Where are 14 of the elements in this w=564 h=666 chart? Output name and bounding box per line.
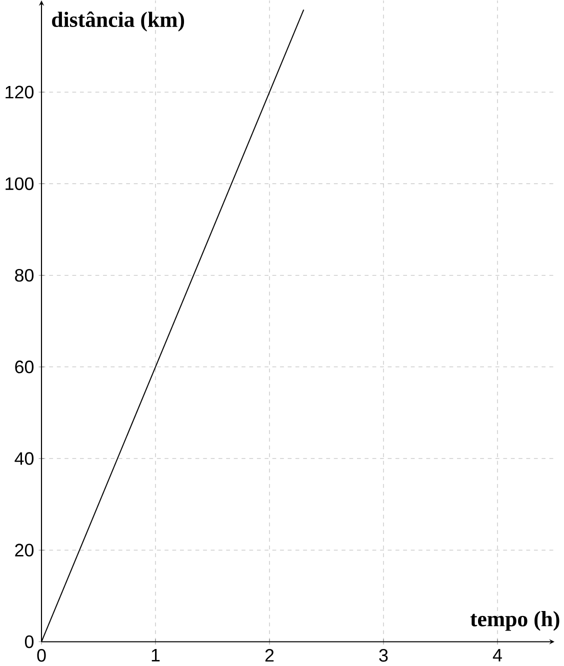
x-axis-title: tempo (h) [470, 611, 560, 631]
x-tick-label: 2 [265, 649, 274, 662]
y-tick-label: 120 [5, 86, 34, 98]
y-tick-label: 100 [5, 177, 34, 190]
x-tick-label: 3 [378, 649, 388, 662]
y-tick-label: 20 [14, 544, 34, 556]
x-tick-label: 1 [152, 649, 160, 662]
y-tick-label: 80 [14, 268, 34, 282]
y-tick-label: 0 [24, 635, 34, 648]
y-axis-title: distância (km) [52, 11, 184, 32]
y-tick-label: 60 [14, 360, 34, 374]
x-tick-label: 0 [36, 649, 46, 662]
y-tick-label: 40 [14, 452, 34, 465]
x-tick-label: 4 [492, 649, 502, 662]
